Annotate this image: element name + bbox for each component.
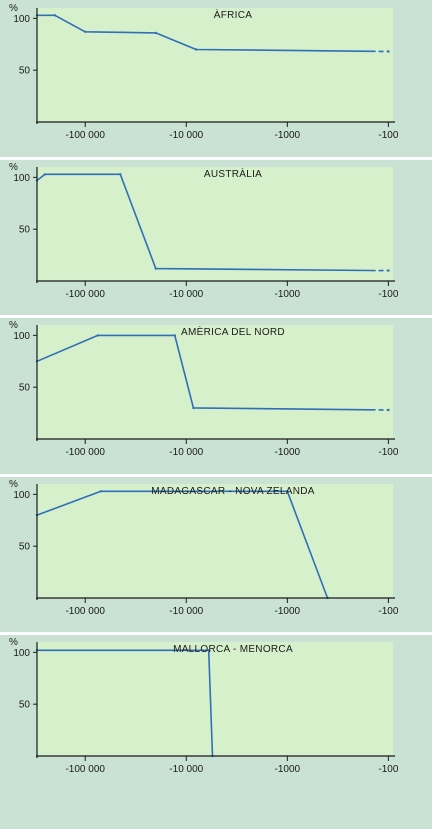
y-tick-label: 50 — [19, 542, 31, 553]
x-tick-label: -100 000 — [65, 447, 105, 458]
y-axis-label: % — [9, 162, 18, 173]
data-point — [96, 334, 100, 337]
chart-panel-1: 50 100 -100 000 -10 000 -1000 -100% ÀFRICA — [0, 0, 432, 158]
x-tick-label: -100 — [378, 447, 398, 458]
data-point — [387, 269, 390, 272]
data-point — [99, 490, 103, 493]
y-tick-label: 100 — [13, 173, 30, 184]
chart-svg: 50 100 -100 000 -10 000 -1000 -100% ÀFRICA — [9, 3, 399, 141]
chart-panel-3: 50 100 -100 000 -10 000 -1000 -100% AMÈRICA DE… — [0, 317, 432, 475]
data-point — [119, 173, 122, 176]
chart-svg: 50 100 -100 000 -10 000 -1000 -100% MADAGASCAR… — [9, 479, 399, 617]
chart-title: AUSTRÀLIA — [204, 167, 262, 180]
x-tick-label: -1000 — [275, 606, 301, 617]
data-point — [173, 334, 176, 337]
y-axis-label: % — [9, 320, 18, 331]
y-tick-label: 100 — [13, 490, 30, 501]
chart-title: AMÈRICA DEL NORD — [181, 325, 285, 338]
data-point — [207, 649, 210, 652]
data-point — [387, 408, 390, 412]
series-area — [37, 174, 389, 281]
data-point — [84, 30, 87, 33]
y-axis-label: % — [9, 637, 18, 648]
data-point — [194, 48, 198, 51]
panel-divider — [0, 157, 432, 160]
chart-title: MALLORCA - MENORCA — [173, 644, 293, 655]
data-point — [154, 267, 157, 270]
y-tick-label: 50 — [19, 383, 31, 394]
series-area — [37, 15, 389, 122]
data-point — [387, 50, 390, 53]
y-tick-label: 50 — [19, 700, 31, 711]
x-tick-label: -10 000 — [169, 130, 203, 141]
x-tick-label: -100 000 — [65, 764, 105, 775]
data-point — [154, 31, 157, 35]
series-area — [37, 650, 213, 756]
y-tick-label: 100 — [13, 331, 30, 342]
x-tick-label: -1000 — [275, 447, 301, 458]
panel-divider — [0, 632, 432, 635]
panel-divider — [0, 315, 432, 318]
data-point — [192, 406, 195, 410]
chart-title: ÀFRICA — [214, 8, 252, 21]
x-tick-label: -10 000 — [169, 447, 203, 458]
y-tick-label: 100 — [13, 14, 30, 25]
chart-panel-5: 50 100 -100 000 -10 000 -1000 -100% MALLORCA -… — [0, 634, 432, 792]
x-tick-label: -100 — [378, 764, 398, 775]
data-point — [286, 490, 289, 493]
x-tick-label: -10 000 — [169, 764, 203, 775]
chart-panel-2: 50 100 -100 000 -10 000 -1000 -100% AUSTRÀLIA — [0, 159, 432, 317]
y-axis-label: % — [9, 479, 18, 490]
x-tick-label: -100 — [378, 606, 398, 617]
x-tick-label: -100 000 — [65, 606, 105, 617]
series-area — [37, 335, 389, 439]
chart-panel-4: 50 100 -100 000 -10 000 -1000 -100% MADAGASCAR… — [0, 476, 432, 634]
y-tick-label: 50 — [19, 225, 31, 236]
x-tick-label: -1000 — [275, 130, 301, 141]
x-tick-label: -1000 — [275, 764, 301, 775]
chart-title: MADAGASCAR - NOVA ZELANDA — [151, 486, 314, 497]
x-tick-label: -10 000 — [169, 606, 203, 617]
chart-svg: 50 100 -100 000 -10 000 -1000 -100% AMÈRICA DE… — [9, 320, 399, 458]
panel-divider — [0, 474, 432, 477]
series-line — [37, 14, 371, 53]
data-point — [53, 14, 56, 17]
y-axis-label: % — [9, 3, 18, 14]
series-line — [36, 490, 329, 599]
x-tick-label: -100 — [378, 130, 398, 141]
x-tick-label: -1000 — [275, 289, 301, 300]
y-tick-label: 100 — [13, 648, 30, 659]
chart-svg: 50 100 -100 000 -10 000 -1000 -100% MALLORCA -… — [9, 637, 399, 775]
x-tick-label: -100 — [378, 289, 398, 300]
x-tick-label: -100 000 — [65, 130, 105, 141]
series-area — [37, 491, 328, 598]
x-tick-label: -10 000 — [169, 289, 203, 300]
x-tick-label: -100 000 — [65, 289, 105, 300]
chart-svg: 50 100 -100 000 -10 000 -1000 -100% AUSTRÀLIA — [9, 162, 399, 300]
y-tick-label: 50 — [19, 66, 31, 77]
data-point — [43, 173, 47, 176]
